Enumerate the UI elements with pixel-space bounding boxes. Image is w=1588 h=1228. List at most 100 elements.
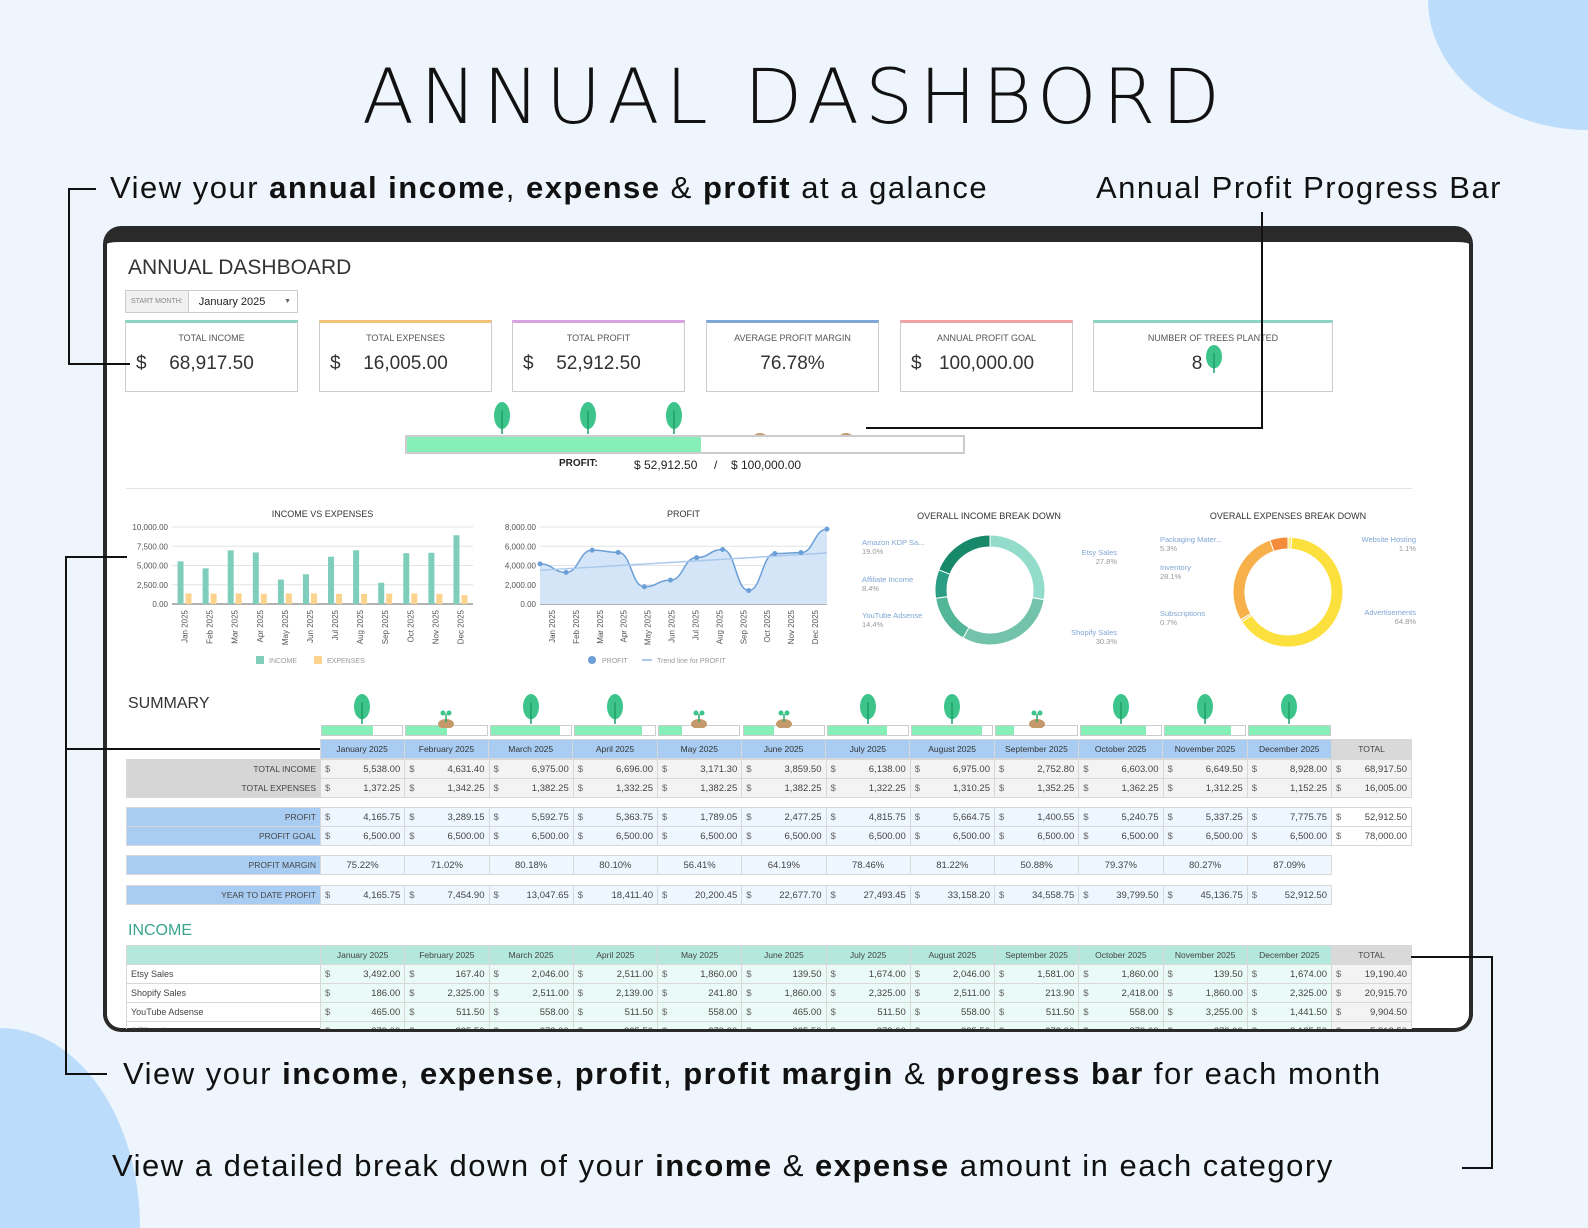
month-header: October 2025: [1078, 945, 1164, 965]
cell-value: November 2025: [1174, 744, 1236, 754]
cell-value: 5,812.50: [1370, 1026, 1407, 1030]
cell: $8,928.00: [1246, 759, 1333, 779]
currency-symbol: $: [746, 811, 752, 823]
cell-value: 279.00: [1129, 1026, 1158, 1030]
progress-fill: [490, 726, 560, 735]
cell: 71.02%: [404, 855, 490, 875]
cell-value: 6,975.00: [531, 763, 569, 775]
currency-symbol: $: [1251, 763, 1258, 775]
currency-symbol: $: [914, 1006, 921, 1018]
cell-value: Etsy Sales: [131, 969, 174, 979]
cell: $279.00: [1162, 1021, 1248, 1029]
cell-value: 78.46%: [852, 859, 885, 871]
cell-value: 1,382.25: [531, 782, 569, 794]
cell: $2,325.00: [404, 983, 490, 1003]
currency-symbol: $: [577, 889, 584, 901]
x-tick-label: Jul 2025: [691, 609, 700, 640]
cell: $5,592.75: [488, 807, 574, 827]
currency-symbol: $: [577, 811, 584, 823]
cell-value: 5,664.75: [953, 811, 990, 823]
profit-point: [824, 526, 830, 532]
cell: $1,352.25: [993, 778, 1080, 798]
cell-value: 1,860.00: [700, 968, 738, 980]
currency-symbol: $: [330, 353, 341, 374]
leader-line: [65, 748, 320, 750]
profit-point: [667, 577, 673, 583]
profit-point: [772, 551, 778, 557]
currency-symbol: $: [409, 968, 415, 980]
kpi-card-annual-profit-goal: ANNUAL PROFIT GOAL $100,000.00: [900, 320, 1073, 392]
cell: $279.00: [1078, 1021, 1164, 1030]
cell-value: 511.50: [877, 1006, 906, 1018]
cell: $2,325.00: [825, 983, 911, 1003]
currency-symbol: $: [999, 987, 1005, 999]
cell: 80.27%: [1162, 855, 1248, 875]
row-label: PROFIT: [126, 807, 321, 827]
bar-expenses: [386, 593, 393, 604]
progress-fill: [407, 437, 702, 452]
profit-area: [540, 529, 827, 604]
kpi-value: 16,005.00: [363, 353, 448, 374]
currency-symbol: $: [1083, 811, 1089, 823]
row-label: TOTAL INCOME: [126, 759, 321, 779]
pie-slice: [1269, 536, 1289, 552]
table-row: Shopify Sales $186.00 $2,325.00 $2,511.00 $2…: [126, 983, 1412, 1003]
callout-highlight: income: [282, 1056, 400, 1091]
cell: $6,500.00: [404, 826, 490, 846]
currency-symbol: $: [577, 1006, 584, 1018]
leader-line: [65, 556, 127, 558]
row-label: PROFIT MARGIN: [126, 855, 321, 875]
cell-value: 5,592.75: [531, 811, 569, 823]
leader-line: [1462, 1167, 1493, 1169]
total-cell: $5,812.50: [1331, 1021, 1412, 1030]
cell: $1,581.00: [993, 964, 1080, 984]
slice-label: Subscriptions: [1160, 609, 1205, 618]
bar-expenses: [310, 593, 317, 604]
cell-value: 558.00: [1129, 1006, 1159, 1018]
total-cell: $20,915.70: [1331, 983, 1412, 1003]
x-tick-label: Dec 2025: [456, 609, 465, 644]
cell-value: 2,511.00: [953, 987, 990, 999]
cell-value: 7,775.75: [1290, 811, 1327, 823]
cell: $6,500.00: [572, 826, 659, 846]
currency-symbol: $: [999, 968, 1005, 980]
cell-value: 1,372.25: [363, 782, 401, 794]
x-tick-label: Jun 2025: [668, 609, 677, 642]
cell-value: 511.50: [1045, 1006, 1075, 1018]
kpi-card-total-income: TOTAL INCOME $68,917.50: [125, 320, 298, 392]
x-tick-label: Jul 2025: [331, 609, 340, 640]
x-tick-label: Feb 2025: [572, 609, 581, 643]
cell-value: 1,332.25: [616, 782, 653, 794]
cell-value: 1,441.50: [1290, 1006, 1327, 1018]
cell-value: 39,799.50: [1116, 889, 1159, 901]
sprout-icon: [1028, 710, 1045, 728]
cell: $1,860.00: [741, 983, 827, 1003]
cell: $7,775.75: [1246, 807, 1333, 827]
leader-line: [1491, 956, 1493, 1169]
kpi-card-average-profit-margin: AVERAGE PROFIT MARGIN 76.78%: [706, 320, 879, 392]
total-header: TOTAL: [1331, 945, 1412, 965]
cell-value: 279.00: [708, 1026, 737, 1030]
callout-highlight: expense: [525, 170, 661, 205]
slice-percent: 28.1%: [1160, 572, 1182, 581]
start-month-select[interactable]: START MONTH: January 2025 ▼: [125, 290, 298, 313]
cell-value: 81.22%: [936, 859, 969, 871]
y-tick-label: 2,000.00: [505, 581, 537, 590]
currency-symbol: $: [830, 987, 836, 999]
month-header: June 2025: [741, 945, 827, 965]
cell-value: 7,454.90: [447, 889, 485, 901]
cell: $325.50: [741, 1021, 827, 1029]
cell-value: 78,000.00: [1364, 830, 1407, 842]
slice-percent: 64.8%: [1395, 617, 1417, 626]
divider: [126, 488, 1412, 489]
currency-symbol: $: [523, 353, 534, 374]
cell-value: 68,917.50: [1364, 763, 1407, 775]
currency-symbol: $: [830, 811, 836, 823]
cell-value: 22,677.70: [779, 889, 822, 901]
bar-income: [328, 556, 335, 604]
cell-value: September 2025: [1005, 950, 1069, 960]
month-progress-bar: [573, 725, 657, 736]
cell: $279.00: [319, 1021, 406, 1029]
currency-symbol: $: [1336, 987, 1342, 999]
table-row: January 2025 February 2025 March 2025 April…: [126, 739, 1412, 759]
